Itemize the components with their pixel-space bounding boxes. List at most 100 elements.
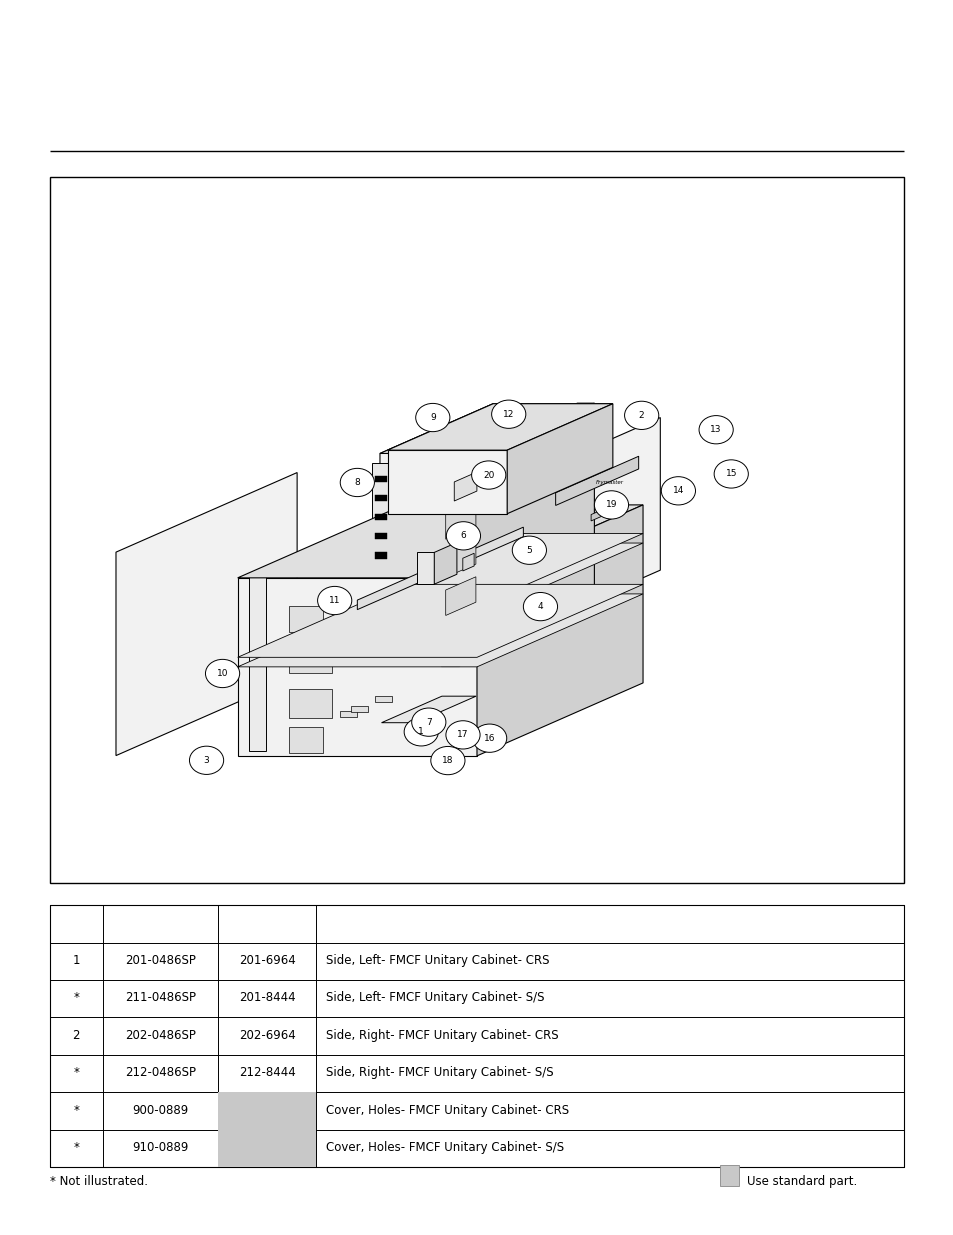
- Circle shape: [699, 416, 733, 443]
- Text: 201-6964: 201-6964: [238, 953, 295, 967]
- Circle shape: [660, 477, 695, 505]
- Polygon shape: [416, 552, 434, 584]
- Text: 211-0486SP: 211-0486SP: [125, 992, 195, 1004]
- Bar: [720, 1165, 739, 1186]
- Text: Side, Right- FMCF Unitary Cabinet- CRS: Side, Right- FMCF Unitary Cabinet- CRS: [326, 1029, 558, 1042]
- Text: 201-0486SP: 201-0486SP: [125, 953, 195, 967]
- Polygon shape: [476, 505, 642, 756]
- Text: Side, Right- FMCF Unitary Cabinet- S/S: Side, Right- FMCF Unitary Cabinet- S/S: [326, 1066, 553, 1079]
- Polygon shape: [445, 577, 476, 615]
- Text: 910-0889: 910-0889: [132, 1141, 189, 1153]
- Polygon shape: [445, 469, 476, 508]
- Polygon shape: [340, 711, 357, 718]
- Text: 2: 2: [639, 411, 644, 420]
- Polygon shape: [379, 404, 493, 568]
- Text: 15: 15: [724, 469, 737, 478]
- Polygon shape: [591, 508, 605, 521]
- Text: 20: 20: [482, 471, 494, 479]
- Polygon shape: [375, 475, 387, 482]
- Circle shape: [340, 468, 374, 496]
- Text: *: *: [73, 1104, 79, 1116]
- Polygon shape: [454, 472, 476, 501]
- Text: 4: 4: [537, 603, 542, 611]
- Polygon shape: [379, 404, 612, 453]
- Polygon shape: [539, 417, 659, 624]
- Text: 14: 14: [672, 487, 683, 495]
- Polygon shape: [387, 450, 507, 514]
- Circle shape: [594, 490, 628, 519]
- Text: 1: 1: [418, 727, 424, 736]
- Text: 13: 13: [710, 425, 721, 435]
- Polygon shape: [249, 573, 266, 751]
- Polygon shape: [237, 578, 476, 756]
- Polygon shape: [289, 645, 332, 673]
- Circle shape: [491, 400, 525, 429]
- Circle shape: [412, 708, 445, 736]
- Polygon shape: [375, 514, 387, 520]
- Bar: [50, 905, 903, 1167]
- Polygon shape: [387, 404, 612, 450]
- Polygon shape: [372, 463, 389, 572]
- Polygon shape: [357, 534, 642, 606]
- Text: 3: 3: [204, 756, 210, 764]
- Polygon shape: [289, 727, 323, 752]
- Text: Cover, Holes- FMCF Unitary Cabinet- S/S: Cover, Holes- FMCF Unitary Cabinet- S/S: [326, 1141, 563, 1153]
- Circle shape: [431, 746, 464, 774]
- Polygon shape: [237, 594, 642, 667]
- Bar: [50, 177, 903, 883]
- Text: Use standard part.: Use standard part.: [746, 1174, 857, 1188]
- Polygon shape: [289, 606, 323, 632]
- Text: 8: 8: [355, 478, 360, 487]
- Polygon shape: [357, 527, 523, 610]
- Text: 900-0889: 900-0889: [132, 1104, 189, 1116]
- Polygon shape: [237, 584, 642, 657]
- Text: 19: 19: [605, 500, 617, 509]
- Polygon shape: [458, 403, 594, 667]
- Circle shape: [471, 461, 505, 489]
- Polygon shape: [375, 534, 387, 540]
- Polygon shape: [462, 553, 474, 571]
- Text: 11: 11: [329, 597, 340, 605]
- Circle shape: [190, 746, 223, 774]
- Polygon shape: [445, 538, 476, 577]
- Polygon shape: [351, 706, 368, 713]
- Text: Side, Left- FMCF Unitary Cabinet- CRS: Side, Left- FMCF Unitary Cabinet- CRS: [326, 953, 549, 967]
- Text: 1: 1: [72, 953, 80, 967]
- Text: 2: 2: [72, 1029, 80, 1042]
- Polygon shape: [441, 463, 458, 667]
- Text: Cover, Holes- FMCF Unitary Cabinet- CRS: Cover, Holes- FMCF Unitary Cabinet- CRS: [326, 1104, 568, 1116]
- Polygon shape: [507, 404, 612, 514]
- Text: Side, Left- FMCF Unitary Cabinet- S/S: Side, Left- FMCF Unitary Cabinet- S/S: [326, 992, 544, 1004]
- Circle shape: [205, 659, 239, 688]
- Polygon shape: [116, 473, 296, 756]
- Text: Frymaster: Frymaster: [596, 480, 623, 485]
- Text: 201-8444: 201-8444: [238, 992, 295, 1004]
- Polygon shape: [375, 695, 392, 701]
- Text: 16: 16: [483, 734, 495, 742]
- Text: * Not illustrated.: * Not illustrated.: [50, 1174, 148, 1188]
- Circle shape: [523, 593, 557, 621]
- Circle shape: [714, 459, 747, 488]
- Polygon shape: [237, 505, 642, 578]
- Circle shape: [446, 521, 480, 550]
- Text: 17: 17: [456, 730, 468, 740]
- Polygon shape: [441, 403, 594, 463]
- Polygon shape: [375, 495, 387, 501]
- Text: 5: 5: [526, 546, 532, 555]
- Text: 7: 7: [425, 718, 431, 726]
- Text: 212-8444: 212-8444: [238, 1066, 295, 1079]
- Bar: [218, 1092, 316, 1130]
- Circle shape: [317, 587, 352, 615]
- Circle shape: [445, 721, 479, 748]
- Text: 12: 12: [502, 410, 514, 419]
- Bar: [218, 1130, 316, 1167]
- Polygon shape: [555, 456, 638, 505]
- Circle shape: [472, 724, 506, 752]
- Text: 202-0486SP: 202-0486SP: [125, 1029, 195, 1042]
- Polygon shape: [357, 543, 642, 616]
- Circle shape: [404, 718, 437, 746]
- Text: 6: 6: [460, 531, 466, 541]
- Polygon shape: [445, 500, 476, 540]
- Text: 18: 18: [441, 756, 454, 764]
- Circle shape: [416, 404, 450, 432]
